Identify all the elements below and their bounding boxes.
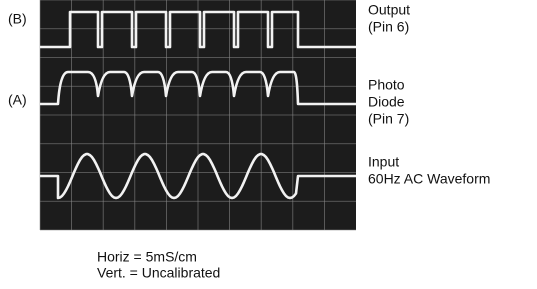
trace-label: (B) (8, 11, 27, 27)
annotation: Diode (368, 94, 405, 110)
figure: (B) (A) Output (Pin 6) Photo Diode (Pin … (0, 0, 537, 289)
annotation: (Pin 7) (368, 111, 409, 127)
trace-label: (A) (8, 92, 27, 108)
annotation: (Pin 6) (368, 19, 409, 35)
annotation: Input (368, 154, 399, 170)
annotation: Photo (368, 77, 405, 93)
annotation: Output (368, 2, 410, 18)
caption: Vert. = Uncalibrated (97, 265, 220, 281)
caption: Horiz = 5mS/cm (97, 249, 197, 265)
annotation: 60Hz AC Waveform (368, 171, 490, 187)
